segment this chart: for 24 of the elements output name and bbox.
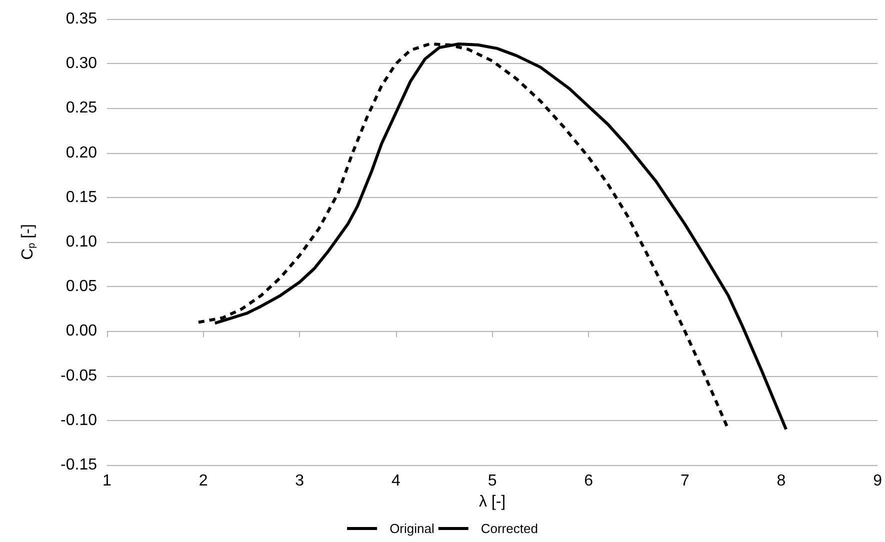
y-tick-label: 0.30	[66, 55, 98, 72]
y-tick-label: 0.15	[66, 188, 98, 206]
legend-label: Original	[390, 521, 434, 536]
x-tick-label: 7	[680, 472, 690, 490]
y-tick-label: 0.00	[66, 322, 98, 340]
y-tick-label: 0.10	[66, 234, 98, 250]
x-tick-label: 1	[102, 472, 112, 490]
y-tick-label: -0.05	[60, 367, 98, 384]
x-tick-label: 5	[488, 472, 497, 490]
x-tick-label: 3	[295, 472, 304, 490]
y-tick-label: -0.10	[60, 412, 98, 429]
x-tick-label: 9	[873, 472, 882, 490]
y-tick-label: 0.35	[66, 10, 98, 28]
x-tick-label: 8	[776, 472, 786, 490]
x-tick-label: 4	[392, 472, 401, 490]
y-tick-label: 0.20	[66, 144, 98, 162]
y-tick-label: 0.05	[66, 278, 98, 296]
x-tick-label: 2	[198, 472, 208, 490]
x-tick-label: 6	[584, 472, 594, 490]
x-axis-title: λ [-]	[478, 493, 506, 510]
legend-label: Corrected	[480, 521, 538, 536]
y-axis-title: Cp [-]	[20, 224, 38, 260]
y-tick-label: -0.15	[60, 456, 98, 474]
y-tick-label: 0.25	[66, 100, 98, 117]
